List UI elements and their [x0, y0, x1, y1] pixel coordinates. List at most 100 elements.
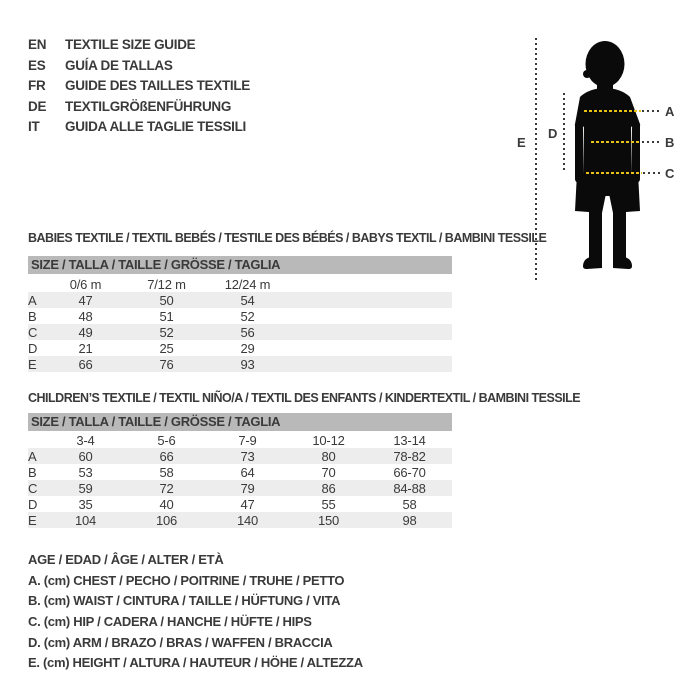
- cell-value: 60: [78, 448, 93, 464]
- column-header: 13-14: [393, 432, 426, 448]
- cell-value: 104: [74, 512, 97, 528]
- cell-value: 50: [159, 292, 174, 308]
- children-column-header-row: 3-4 5-6 7-9 10-12 13-14: [28, 432, 452, 448]
- row-label: B: [28, 308, 37, 324]
- measure-label-a: A: [665, 104, 675, 119]
- cell-value: 84-88: [393, 480, 426, 496]
- cell-value: 79: [240, 480, 255, 496]
- cell-value: 47: [240, 496, 255, 512]
- language-title-list: EN TEXTILE SIZE GUIDE ES GUÍA DE TALLAS …: [28, 35, 250, 138]
- table-row: B 53 58 64 70 66-70: [28, 464, 452, 480]
- row-label: E: [28, 356, 37, 372]
- language-title: GUÍA DE TALLAS: [65, 57, 173, 73]
- language-row: EN TEXTILE SIZE GUIDE: [28, 35, 250, 56]
- cell-value: 40: [159, 496, 174, 512]
- legend-line-height: E. (cm) HEIGHT / ALTURA / HAUTEUR / HÖHE…: [28, 655, 363, 671]
- measure-label-b: B: [665, 135, 675, 150]
- cell-value: 64: [240, 464, 255, 480]
- cell-value: 93: [240, 356, 255, 372]
- row-label: A: [28, 292, 37, 308]
- language-title: GUIDA ALLE TAGLIE TESSILI: [65, 119, 246, 135]
- language-row: ES GUÍA DE TALLAS: [28, 56, 250, 77]
- legend-line-age: AGE / EDAD / ÂGE / ALTER / ETÀ: [28, 552, 224, 567]
- table-row: D 35 40 47 55 58: [28, 496, 452, 512]
- measure-label-d: D: [548, 126, 558, 141]
- language-title: GUIDE DES TAILLES TEXTILE: [65, 78, 251, 94]
- measure-label-e: E: [517, 135, 526, 150]
- table-row: C 49 52 56: [28, 324, 452, 340]
- language-row: FR GUIDE DES TAILLES TEXTILE: [28, 76, 250, 97]
- cell-value: 21: [78, 340, 93, 356]
- cell-value: 80: [321, 448, 336, 464]
- cell-value: 70: [321, 464, 336, 480]
- cell-value: 55: [321, 496, 336, 512]
- cell-value: 29: [240, 340, 255, 356]
- column-header: 12/24 m: [224, 276, 271, 292]
- cell-value: 49: [78, 324, 93, 340]
- babies-column-header-row: 0/6 m 7/12 m 12/24 m: [28, 276, 452, 292]
- row-label: C: [28, 324, 38, 340]
- cell-value: 35: [78, 496, 93, 512]
- language-code: FR: [28, 78, 46, 94]
- cell-value: 106: [155, 512, 178, 528]
- measure-label-c: C: [665, 166, 675, 181]
- column-header: 5-6: [157, 432, 176, 448]
- cell-value: 140: [236, 512, 259, 528]
- language-code: ES: [28, 57, 46, 73]
- row-label: A: [28, 448, 37, 464]
- table-row: A 60 66 73 80 78-82: [28, 448, 452, 464]
- cell-value: 56: [240, 324, 255, 340]
- cell-value: 53: [78, 464, 93, 480]
- legend-line-waist: B. (cm) WAIST / CINTURA / TAILLE / HÜFTU…: [28, 593, 341, 609]
- legend-line-hip: C. (cm) HIP / CADERA / HANCHE / HÜFTE / …: [28, 614, 312, 630]
- cell-value: 58: [159, 464, 174, 480]
- children-table: 3-4 5-6 7-9 10-12 13-14 A 60 66 73 80 78…: [28, 432, 452, 528]
- cell-value: 76: [159, 356, 174, 372]
- column-header: 7-9: [238, 432, 257, 448]
- children-size-header: SIZE / TALLA / TAILLE / GRÖSSE / TAGLIA: [28, 413, 452, 431]
- cell-value: 66-70: [393, 464, 426, 480]
- cell-value: 72: [159, 480, 174, 496]
- child-silhouette: [574, 41, 641, 269]
- babies-size-header: SIZE / TALLA / TAILLE / GRÖSSE / TAGLIA: [28, 256, 452, 274]
- chest-measure-line-a: [584, 110, 641, 112]
- cell-value: 98: [402, 512, 417, 528]
- cell-value: 47: [78, 292, 93, 308]
- legend-line-arm: D. (cm) ARM / BRAZO / BRAS / WAFFEN / BR…: [28, 634, 333, 650]
- babies-section-title: BABIES TEXTILE / TEXTIL BEBÉS / TESTILE …: [28, 231, 547, 245]
- cell-value: 66: [159, 448, 174, 464]
- waist-measure-line-b: [591, 141, 640, 143]
- babies-table: 0/6 m 7/12 m 12/24 m A 47 50 54 B 48 51 …: [28, 276, 452, 372]
- table-row: E 66 76 93: [28, 356, 452, 372]
- cell-value: 66: [78, 356, 93, 372]
- language-code: DE: [28, 98, 47, 114]
- language-row: IT GUIDA ALLE TAGLIE TESSILI: [28, 117, 250, 138]
- language-code: EN: [28, 37, 47, 52]
- children-section-title: CHILDREN’S TEXTILE / TEXTIL NIÑO/A / TEX…: [28, 391, 581, 405]
- cell-value: 52: [240, 308, 255, 324]
- language-row: DE TEXTILGRÖßENFÜHRUNG: [28, 97, 250, 118]
- cell-value: 54: [240, 292, 255, 308]
- language-code: IT: [28, 119, 40, 135]
- column-header: 7/12 m: [147, 276, 186, 292]
- table-row: D 21 25 29: [28, 340, 452, 356]
- language-title: TEXTILE SIZE GUIDE: [65, 37, 196, 52]
- cell-value: 59: [78, 480, 93, 496]
- cell-value: 48: [78, 308, 93, 324]
- row-label: D: [28, 340, 38, 356]
- column-header: 0/6 m: [69, 276, 102, 292]
- cell-value: 73: [240, 448, 255, 464]
- height-measure-line-e: [535, 38, 537, 280]
- cell-value: 52: [159, 324, 174, 340]
- hip-measure-line-c: [586, 172, 642, 174]
- table-row: E 104 106 140 150 98: [28, 512, 452, 528]
- column-header: 10-12: [312, 432, 345, 448]
- row-label: C: [28, 480, 38, 496]
- cell-value: 150: [317, 512, 340, 528]
- waist-lead-line-b: [642, 141, 661, 143]
- cell-value: 51: [159, 308, 174, 324]
- legend-line-chest: A. (cm) CHEST / PECHO / POITRINE / TRUHE…: [28, 572, 345, 588]
- table-row: A 47 50 54: [28, 292, 452, 308]
- table-row: C 59 72 79 86 84-88: [28, 480, 452, 496]
